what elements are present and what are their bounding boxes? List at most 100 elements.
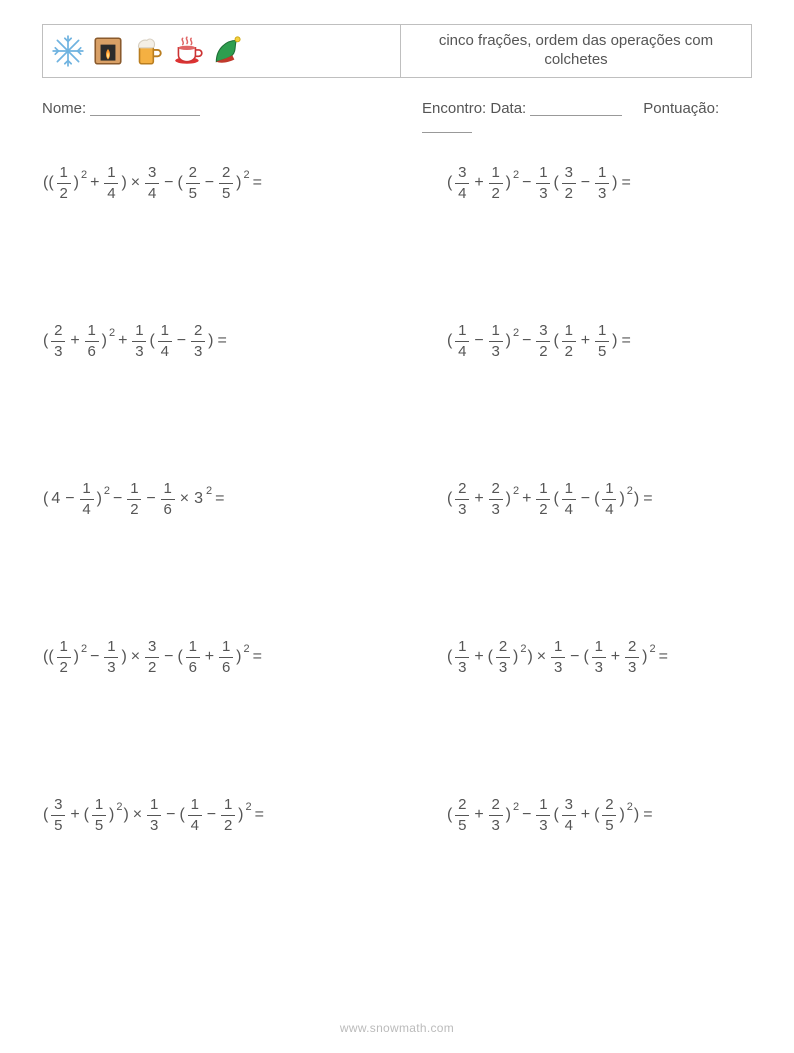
- math-expression: (23+16)2+13(14−23)=: [42, 322, 230, 360]
- fraction: 23: [455, 480, 469, 518]
- beer-mug-icon: [131, 34, 165, 68]
- operator: +: [519, 491, 534, 507]
- name-blank[interactable]: [90, 115, 200, 116]
- operator: +: [471, 175, 486, 191]
- operator: −: [519, 333, 534, 349]
- date-label: Encontro: Data:: [422, 100, 526, 117]
- operator: −: [87, 649, 102, 665]
- paren: ): [235, 649, 242, 665]
- paren: (: [593, 807, 600, 823]
- paren: ): [611, 175, 618, 191]
- paren: ): [73, 649, 80, 665]
- operator: −: [519, 807, 534, 823]
- fraction: 13: [104, 638, 118, 676]
- name-label: Nome:: [42, 100, 86, 117]
- operator: −: [163, 807, 178, 823]
- operator: ×: [128, 175, 143, 191]
- fireplace-icon: [91, 34, 125, 68]
- fraction: 14: [455, 322, 469, 360]
- exponent: 2: [245, 802, 251, 813]
- date-blank[interactable]: [530, 115, 622, 116]
- problem-left: ((12)2+14)×34−(25−25)2=: [42, 158, 436, 208]
- fraction: 16: [161, 480, 175, 518]
- fraction: 32: [536, 322, 550, 360]
- operator: −: [143, 491, 158, 507]
- fraction: 12: [127, 480, 141, 518]
- paren: ): [505, 807, 512, 823]
- operator: ×: [130, 807, 145, 823]
- problem-right: (13+(23)2)×13−(13+23)2=: [436, 632, 752, 682]
- paren: ): [120, 649, 127, 665]
- fraction: 13: [132, 322, 146, 360]
- problem-right: (23+23)2+12(14−(14)2)=: [436, 474, 752, 524]
- exponent: 2: [109, 328, 115, 339]
- paren: (: [552, 491, 559, 507]
- exponent: 2: [81, 644, 87, 655]
- operator: +: [471, 649, 486, 665]
- operator: −: [161, 649, 176, 665]
- paren: (: [178, 807, 185, 823]
- operator: =: [250, 649, 265, 665]
- operator: =: [640, 807, 655, 823]
- operator: =: [618, 333, 633, 349]
- fraction: 23: [489, 796, 503, 834]
- paren: (: [83, 807, 90, 823]
- paren: ): [641, 649, 648, 665]
- meta-name: Nome:: [42, 100, 422, 134]
- math-expression: (4−14)2−12−16×32=: [42, 480, 227, 518]
- operator: =: [212, 491, 227, 507]
- paren: ): [618, 807, 625, 823]
- operator: −: [519, 175, 534, 191]
- paren: (: [176, 649, 183, 665]
- operator: −: [161, 175, 176, 191]
- paren: (: [446, 175, 453, 191]
- fraction: 12: [562, 322, 576, 360]
- paren: ): [526, 649, 533, 665]
- fraction: 25: [186, 164, 200, 202]
- exponent: 2: [627, 486, 633, 497]
- paren: (: [446, 333, 453, 349]
- paren: ): [237, 807, 244, 823]
- snowflake-icon: [51, 34, 85, 68]
- fraction: 12: [221, 796, 235, 834]
- fraction: 23: [496, 638, 510, 676]
- operator: +: [471, 491, 486, 507]
- math-expression: (35+(15)2)×13−(14−12)2=: [42, 796, 267, 834]
- fraction: 32: [562, 164, 576, 202]
- operator: ×: [128, 649, 143, 665]
- fraction: 16: [186, 638, 200, 676]
- paren: (: [593, 491, 600, 507]
- score-blank[interactable]: [422, 132, 472, 133]
- integer: 3: [192, 491, 205, 507]
- paren: ): [505, 491, 512, 507]
- operator: −: [62, 491, 77, 507]
- paren: ): [120, 175, 127, 191]
- paren: (: [487, 649, 494, 665]
- operator: ×: [177, 491, 192, 507]
- paren: ): [512, 649, 519, 665]
- fraction: 13: [455, 638, 469, 676]
- fraction: 14: [602, 480, 616, 518]
- paren: (: [446, 491, 453, 507]
- fraction: 15: [92, 796, 106, 834]
- problem-left: (35+(15)2)×13−(14−12)2=: [42, 790, 436, 840]
- fraction: 15: [595, 322, 609, 360]
- operator: −: [567, 649, 582, 665]
- problem-right: (25+23)2−13(34+(25)2)=: [436, 790, 752, 840]
- operator: −: [578, 175, 593, 191]
- paren: (: [446, 807, 453, 823]
- fraction: 12: [489, 164, 503, 202]
- operator: +: [578, 333, 593, 349]
- fraction: 13: [536, 796, 550, 834]
- exponent: 2: [513, 170, 519, 181]
- meta-row: Nome: Encontro: Data: Pontuação:: [42, 100, 752, 134]
- operator: −: [110, 491, 125, 507]
- paren: (: [552, 175, 559, 191]
- fraction: 23: [51, 322, 65, 360]
- fraction: 34: [455, 164, 469, 202]
- problem-right: (34+12)2−13(32−13)=: [436, 158, 752, 208]
- paren: ): [96, 491, 103, 507]
- operator: −: [174, 333, 189, 349]
- fraction: 32: [145, 638, 159, 676]
- operator: −: [202, 175, 217, 191]
